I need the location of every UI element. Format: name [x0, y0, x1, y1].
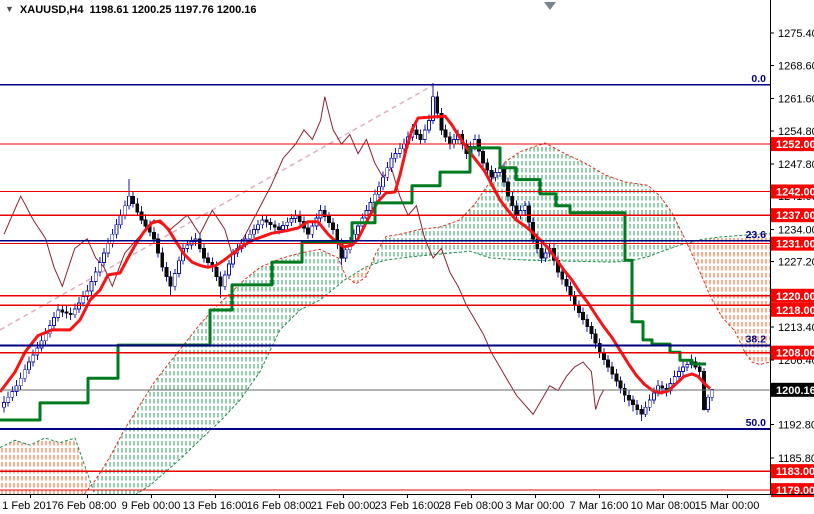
symbol-period-label: XAUUSD,H4 [19, 4, 84, 16]
level-price-tag: 1179.00 [771, 483, 814, 498]
bid-price-tag: 1200.16 [771, 382, 814, 397]
symbol-dropdown-icon[interactable]: ▼ [5, 4, 14, 14]
price-tick-label: 1275.40 [778, 28, 814, 40]
fibonacci-levels[interactable]: 0.0 23.6 38.2 50.0 [0, 73, 770, 430]
time-tick-label: 16 Feb 08:00 [247, 500, 312, 512]
chart-shift-marker-icon[interactable] [544, 2, 556, 10]
time-tick-label: 23 Feb 16:00 [375, 500, 440, 512]
level-price-tag: 1252.00 [771, 137, 814, 152]
price-tick-label: 1227.20 [778, 257, 814, 269]
time-tick-label: 28 Feb 08:00 [439, 500, 504, 512]
time-tick-label: 3 Mar 00:00 [506, 500, 565, 512]
svg-text:1208.00: 1208.00 [776, 348, 814, 360]
ohlc-values: 1198.61 1200.25 1197.76 1200.16 [89, 4, 257, 16]
time-tick-label: 6 Feb 08:00 [58, 500, 117, 512]
time-tick-label: 1 Feb 2017 [2, 500, 58, 512]
level-price-tag: 1220.00 [771, 288, 814, 303]
svg-text:1218.00: 1218.00 [776, 305, 814, 317]
price-tick-label: 1261.60 [778, 94, 814, 106]
kijun-sen-line [0, 146, 706, 422]
price-tick-label: 1192.80 [778, 420, 814, 432]
time-tick-label: 15 Mar 00:00 [695, 500, 760, 512]
svg-text:1200.16: 1200.16 [776, 385, 814, 397]
level-price-tag: 1208.00 [771, 345, 814, 360]
fib-level-label: 23.6 [746, 229, 767, 241]
svg-text:1252.00: 1252.00 [776, 139, 814, 151]
level-price-tag: 1231.00 [771, 236, 814, 251]
price-tick-label: 1247.80 [778, 159, 814, 171]
price-tick-label: 1213.40 [778, 322, 814, 334]
level-price-tag: 1237.00 [771, 208, 814, 223]
svg-text:1179.00: 1179.00 [776, 485, 814, 497]
fib-level-label: 38.2 [746, 334, 767, 346]
price-tick-label: 1254.80 [778, 126, 814, 138]
chart-title: ▼ XAUUSD,H4 1198.61 1200.25 1197.76 1200… [5, 3, 257, 17]
level-price-tag: 1218.00 [771, 302, 814, 317]
time-tick-label: 21 Feb 00:00 [311, 500, 376, 512]
support-resistance-lines[interactable] [0, 143, 770, 491]
fib-level-label: 50.0 [746, 417, 767, 429]
price-tick-label: 1234.00 [778, 224, 814, 236]
price-axis[interactable]: 1275.401268.601261.601254.801247.801241.… [770, 0, 814, 498]
chikou-span-line [3, 96, 605, 416]
svg-text:1237.00: 1237.00 [776, 210, 814, 222]
price-tick-label: 1185.80 [778, 453, 814, 465]
price-tick-label: 1268.60 [778, 60, 814, 72]
svg-text:1242.00: 1242.00 [776, 186, 814, 198]
time-tick-label: 10 Mar 08:00 [631, 500, 696, 512]
plot-area[interactable]: 0.0 23.6 38.2 50.0 [0, 73, 770, 514]
level-price-tag: 1183.00 [771, 464, 814, 479]
time-tick-label: 9 Feb 00:00 [122, 500, 181, 512]
svg-text:1231.00: 1231.00 [776, 239, 814, 251]
trendline[interactable] [0, 85, 433, 331]
time-tick-label: 13 Feb 16:00 [183, 500, 248, 512]
time-axis[interactable]: 1 Feb 2017 6 Feb 08:00 9 Feb 00:00 13 Feb 1… [0, 494, 814, 513]
fib-level-label: 0.0 [751, 73, 766, 85]
svg-text:1220.00: 1220.00 [776, 291, 814, 303]
level-price-tag: 1242.00 [771, 184, 814, 199]
time-tick-label: 7 Mar 16:00 [570, 500, 629, 512]
svg-text:1183.00: 1183.00 [776, 466, 814, 478]
